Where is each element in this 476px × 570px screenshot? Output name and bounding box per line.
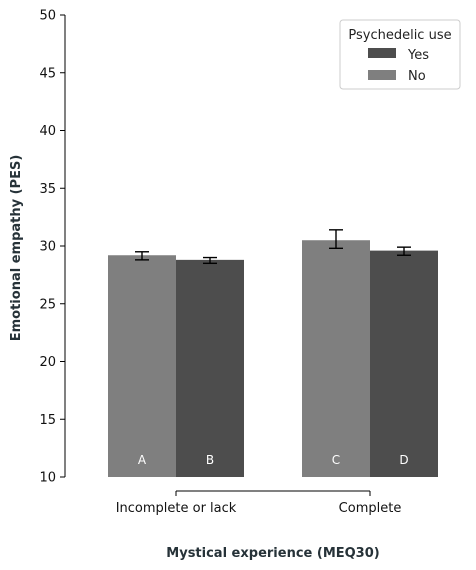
y-axis-title: Emotional empathy (PES) (9, 155, 24, 342)
y-tick-label: 30 (39, 240, 56, 255)
bar-letter-label: A (138, 453, 147, 467)
legend-swatch-no (368, 70, 396, 80)
bar-letter-label: D (399, 453, 408, 467)
bar-letter-label: B (206, 453, 214, 467)
legend-label-no: No (408, 69, 426, 84)
y-tick-label: 25 (39, 297, 56, 312)
legend-label-yes: Yes (407, 48, 429, 63)
legend: Psychedelic use Yes No (339, 19, 461, 90)
y-tick-label: 45 (39, 66, 56, 81)
y-tick-label: 15 (39, 413, 56, 428)
y-tick-label: 10 (39, 471, 56, 486)
bar-letter-label: C (332, 453, 340, 467)
x-axis-title: Mystical experience (MEQ30) (166, 546, 379, 561)
y-tick-label: 40 (39, 124, 56, 139)
bar (176, 259, 244, 477)
legend-swatch-yes (368, 48, 396, 58)
x-axis: Incomplete or lack Complete (116, 490, 402, 516)
legend-title: Psychedelic use (348, 28, 451, 43)
bar (302, 240, 370, 477)
y-axis-ticks: 10 15 20 25 30 35 40 45 50 (39, 9, 65, 486)
y-tick-label: 20 (39, 355, 56, 370)
y-tick-label: 50 (39, 9, 56, 24)
y-tick-label: 35 (39, 182, 56, 197)
x-tick-label: Complete (339, 501, 402, 516)
bar (108, 255, 176, 477)
x-tick-label: Incomplete or lack (116, 501, 237, 516)
plot-area: A B C D (108, 229, 438, 477)
bar (370, 250, 438, 477)
